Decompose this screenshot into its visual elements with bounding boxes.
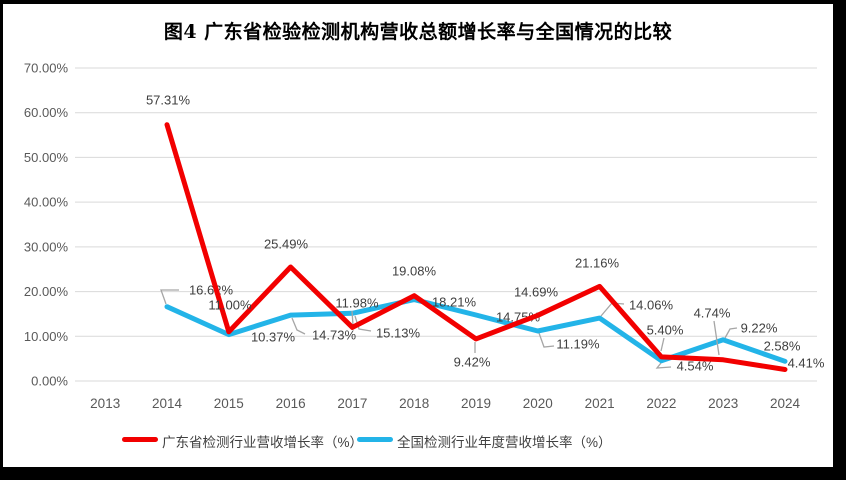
x-tick-label: 2024 [770,396,801,411]
x-tick-label: 2013 [90,396,120,411]
data-label-guangdong-2024: 2.58% [764,339,801,354]
data-label-national-2023: 9.22% [741,321,778,336]
leader-line-national [655,362,672,369]
x-tick-label: 2023 [708,396,738,411]
data-label-guangdong-2016: 25.49% [264,237,309,252]
y-tick-label: 20.00% [24,284,69,299]
leader-line-national [354,315,372,332]
x-tick-label: 2020 [523,396,553,411]
chart-canvas: 图4 广东省检验检测机构营收总额增长率与全国情况的比较 0.00% 10.00% 2… [3,4,833,467]
data-label-guangdong-2015: 11.00% [208,298,252,313]
data-label-guangdong-2023: 4.74% [694,306,731,321]
data-label-guangdong-2017: 11.98% [335,296,379,311]
data-label-national-2015: 10.37% [251,330,296,345]
data-label-guangdong-2021: 21.16% [575,256,620,271]
y-tick-label: 30.00% [24,239,69,254]
leader-line-guangdong [351,310,354,326]
data-label-guangdong-2020: 14.69% [514,285,559,300]
leader-line-national [291,317,306,335]
data-label-national-2016: 14.73% [312,328,357,343]
series-line-national [164,297,788,364]
x-tick-label: 2019 [461,396,491,411]
line-chart-plot: 0.00% 10.00% 20.00% 30.00% 40.00% 50.00% 60.00… [24,61,825,412]
x-tick-label: 2015 [214,396,244,411]
series-line-guangdong [164,122,788,372]
data-label-guangdong-2019: 9.42% [454,355,491,370]
leader-line-national [160,289,179,305]
data-label-guangdong-2022: 5.40% [647,323,684,338]
y-tick-label: 40.00% [24,195,69,210]
data-label-guangdong-2018: 19.08% [392,264,437,279]
data-label-national-2018: 18.21% [432,295,477,310]
leader-line-guangdong [713,320,720,356]
x-tick-label: 2014 [152,396,183,411]
x-tick-label: 2021 [585,396,615,411]
data-label-national-2020: 11.19% [556,337,600,352]
data-label-national-2017: 15.13% [376,326,421,341]
data-label-guangdong-2014: 57.31% [146,93,191,108]
x-tick-label: 2018 [399,396,429,411]
data-label-national-2014: 16.62% [189,283,234,298]
y-tick-label: 60.00% [24,105,69,120]
data-label-national-2022: 4.54% [677,359,714,374]
y-tick-label: 50.00% [24,150,69,165]
y-tick-label: 10.00% [24,329,69,344]
data-label-national-2024: 4.41% [788,356,825,371]
leader-line-guangdong [660,337,665,352]
y-tick-label: 70.00% [24,61,69,76]
leader-line-national [724,327,738,339]
leader-line-national [538,332,555,348]
x-tick-label: 2022 [646,396,676,411]
chart-title: 图4 广东省检验检测机构营收总额增长率与全国情况的比较 [163,21,673,43]
x-tick-label: 2016 [276,396,306,411]
data-label-national-2021: 14.06% [629,298,674,313]
x-tick-label: 2017 [337,396,367,411]
y-tick-label: 0.00% [31,374,68,389]
